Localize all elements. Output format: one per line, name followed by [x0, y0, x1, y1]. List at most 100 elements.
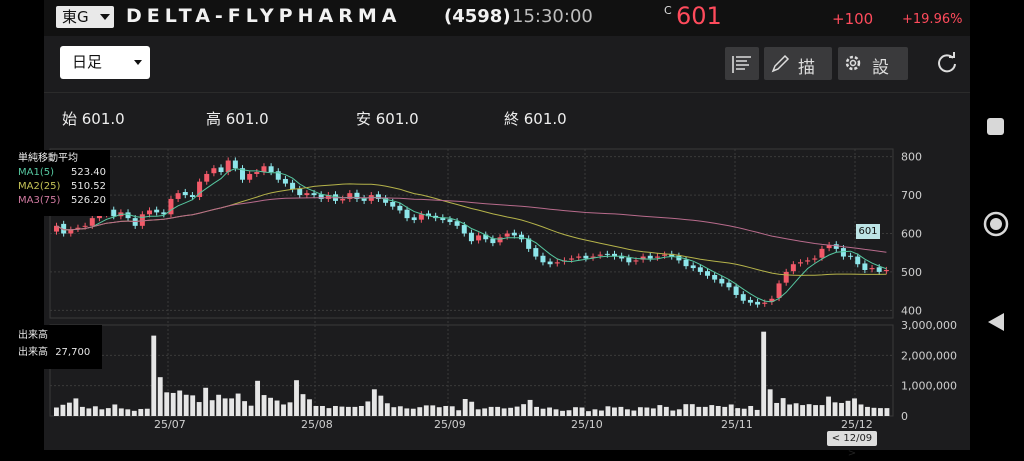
- volume-bar: [495, 406, 501, 416]
- volume-bar: [326, 408, 332, 416]
- volume-bar: [274, 400, 280, 416]
- candle: [275, 171, 281, 180]
- market-select[interactable]: 東G: [56, 6, 114, 28]
- candle: [147, 210, 153, 215]
- volume-label: 出来高: [18, 347, 48, 358]
- candle: [633, 260, 639, 262]
- volume-bar: [689, 404, 695, 416]
- candle: [290, 182, 296, 190]
- price-change-percent: +19.96%: [902, 12, 963, 27]
- candle: [805, 260, 811, 262]
- volume-bar: [462, 399, 468, 416]
- candle: [697, 267, 703, 272]
- candle: [554, 262, 560, 264]
- volume-legend-title: 出来高: [18, 330, 48, 341]
- volume-bar: [138, 409, 144, 416]
- volume-bar: [378, 395, 384, 416]
- volume-bar: [599, 410, 604, 416]
- volume-bar: [196, 402, 202, 416]
- indicator-list-button[interactable]: [725, 47, 759, 80]
- candle: [626, 257, 632, 263]
- volume-bar: [73, 398, 79, 416]
- current-price: 601: [676, 2, 722, 30]
- volume-bar: [670, 410, 676, 416]
- volume-bar: [235, 393, 241, 416]
- volume-bar: [131, 410, 137, 416]
- candle: [139, 214, 145, 226]
- price-tick-label: 700: [901, 189, 922, 202]
- volume-bar: [268, 397, 273, 416]
- candle: [168, 198, 174, 215]
- volume-bar: [66, 402, 72, 416]
- candle: [311, 193, 317, 196]
- candle: [526, 238, 532, 249]
- volume-bar: [605, 406, 611, 416]
- recents-icon[interactable]: [987, 118, 1004, 135]
- candle: [783, 271, 789, 283]
- candle: [225, 160, 231, 173]
- candle: [297, 188, 303, 196]
- volume-bar: [164, 392, 170, 416]
- candle: [719, 278, 725, 284]
- back-icon[interactable]: [988, 313, 1004, 331]
- ma2-line: [56, 183, 887, 276]
- volume-bar: [125, 409, 131, 416]
- candle: [826, 245, 832, 249]
- date-navigator[interactable]: < 12/09 >: [827, 431, 877, 459]
- candle: [404, 209, 410, 219]
- high-value: 高 601.0: [206, 110, 269, 128]
- volume-bar: [384, 403, 390, 416]
- volume-bar: [183, 394, 189, 416]
- volume-bar: [566, 410, 572, 416]
- volume-tick-label: 1,000,000: [901, 380, 957, 393]
- volume-bar: [248, 405, 254, 416]
- volume-bar: [333, 405, 338, 416]
- volume-bar: [209, 400, 215, 416]
- period-select[interactable]: 日足: [60, 46, 150, 79]
- candle: [182, 192, 188, 196]
- volume-bar: [573, 407, 578, 416]
- draw-button[interactable]: 描画: [764, 47, 832, 80]
- volume-bar: [553, 409, 559, 416]
- price-tick-label: 400: [901, 304, 922, 317]
- volume-bar: [430, 405, 436, 416]
- ma3-row: MA3(75) 526.20: [18, 194, 106, 208]
- volume-bar: [858, 404, 864, 416]
- candle: [61, 223, 67, 234]
- refresh-icon[interactable]: [936, 52, 958, 74]
- candle: [662, 254, 668, 256]
- volume-bar: [663, 406, 669, 416]
- volume-bar: [741, 408, 747, 416]
- volume-bar: [54, 407, 59, 416]
- volume-bar: [144, 408, 150, 416]
- price-chart[interactable]: 400 500 600 700 800 0 1,000,000 2,000,000 3,000,…: [0, 0, 970, 450]
- candle: [125, 212, 131, 219]
- volume-bar: [151, 335, 157, 416]
- candle: [232, 160, 238, 169]
- settings-button[interactable]: 設定: [838, 47, 908, 80]
- volume-bar: [99, 409, 105, 416]
- date-tick-label: 25/12: [841, 418, 873, 431]
- candle: [690, 265, 696, 269]
- pencil-icon: [771, 54, 790, 73]
- candle: [476, 235, 482, 241]
- candle: [769, 298, 775, 302]
- candle: [161, 212, 167, 215]
- home-icon[interactable]: [983, 211, 1009, 237]
- candle: [282, 178, 288, 184]
- volume-bar: [242, 401, 248, 416]
- date-tick-label: 25/11: [721, 418, 753, 431]
- candle: [569, 258, 575, 260]
- volume-bar: [371, 389, 377, 416]
- candle: [747, 299, 753, 303]
- volume-bar: [157, 377, 163, 416]
- candle: [96, 214, 102, 219]
- volume-bar: [650, 408, 656, 416]
- volume-value: 27,700: [55, 347, 91, 358]
- candle: [325, 195, 331, 199]
- volume-bar: [404, 408, 410, 416]
- stock-name: DELTA-FLYPHARMA: [126, 5, 402, 27]
- candle: [576, 256, 582, 258]
- volume-bar: [358, 405, 364, 416]
- price-tick-label: 600: [901, 228, 922, 241]
